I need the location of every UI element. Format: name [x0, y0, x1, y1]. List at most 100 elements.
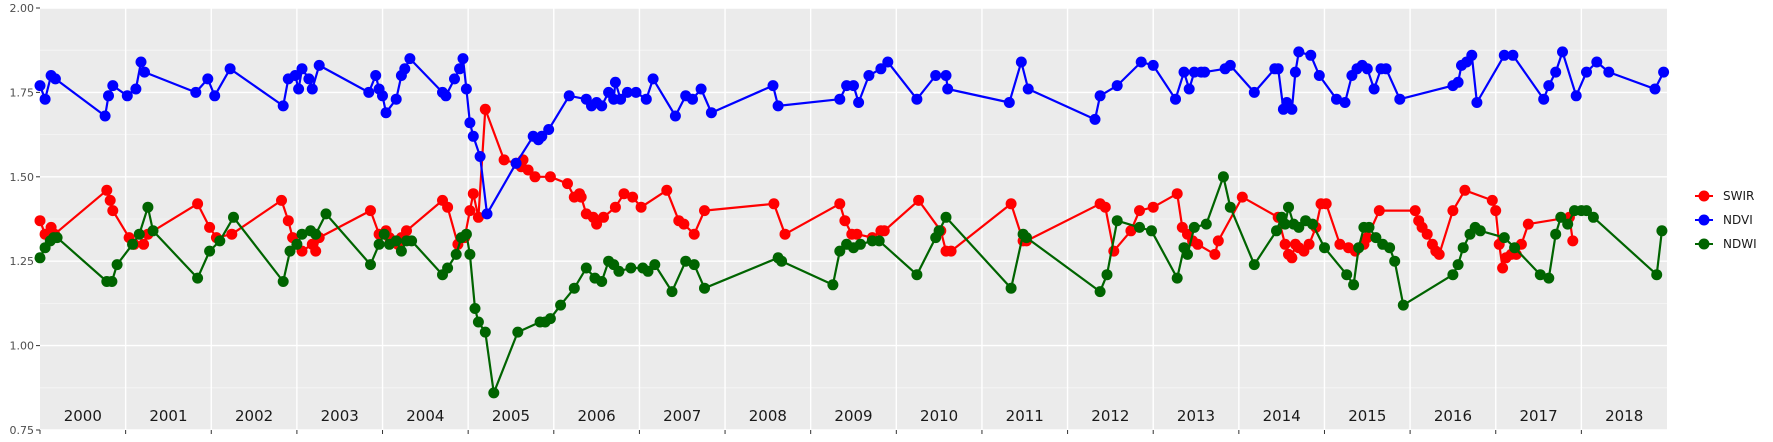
data-point [370, 70, 382, 81]
data-point [568, 282, 580, 294]
data-point [940, 70, 952, 81]
data-point [630, 86, 642, 98]
data-point [1543, 80, 1555, 92]
data-point [467, 130, 479, 142]
data-point [591, 218, 603, 230]
data-point [1183, 83, 1195, 95]
data-point [1320, 198, 1332, 210]
data-point [613, 265, 625, 277]
data-point [449, 73, 460, 85]
data-point [464, 117, 476, 129]
data-point [442, 262, 454, 274]
data-point [1457, 242, 1469, 254]
data-point [536, 130, 548, 142]
year-label: 2009 [834, 407, 872, 425]
data-point [277, 100, 289, 112]
data-point [1507, 49, 1519, 61]
data-point [406, 235, 418, 247]
data-point [688, 228, 700, 240]
data-point [1178, 66, 1190, 78]
data-point [1021, 232, 1032, 244]
legend-key-point [1698, 190, 1710, 202]
data-point [875, 63, 887, 75]
data-point [460, 83, 472, 95]
data-point [1111, 80, 1123, 92]
data-point [104, 194, 116, 206]
data-point [839, 215, 851, 227]
data-point [1094, 286, 1106, 298]
data-point [479, 326, 491, 338]
data-point [1490, 205, 1502, 217]
data-point [933, 225, 945, 237]
legend-item-ndvi: NDVI [1695, 213, 1753, 227]
data-point [1293, 221, 1305, 233]
data-point [1217, 171, 1229, 183]
data-point [1522, 218, 1534, 230]
data-point [522, 164, 534, 176]
data-point [1286, 103, 1298, 115]
data-point [848, 80, 859, 92]
y-tick-label: 0.75 [10, 424, 35, 437]
data-point [1471, 97, 1483, 108]
year-label: 2016 [1434, 407, 1472, 425]
data-point [365, 259, 376, 271]
data-point [1651, 269, 1663, 281]
data-point [1319, 242, 1330, 254]
data-point [647, 73, 659, 85]
data-point [911, 269, 923, 281]
data-point [669, 110, 681, 122]
year-label: 2008 [749, 407, 787, 425]
year-label: 2010 [920, 407, 958, 425]
data-point [498, 154, 510, 166]
data-point [1313, 70, 1325, 81]
year-label: 2012 [1091, 407, 1129, 425]
data-point [1498, 232, 1510, 244]
data-point [1200, 218, 1212, 230]
data-point [130, 83, 142, 95]
data-point [854, 238, 866, 250]
data-point [1656, 225, 1668, 237]
data-point [1147, 201, 1159, 213]
data-point [666, 286, 678, 298]
data-point [1353, 242, 1365, 254]
data-point [481, 208, 493, 220]
data-point [289, 70, 301, 81]
data-point [1497, 262, 1509, 274]
data-point [139, 66, 150, 78]
year-label: 2001 [149, 407, 187, 425]
data-point [882, 56, 894, 68]
data-point [1307, 218, 1318, 230]
legend-key-point [1698, 214, 1710, 226]
data-point [469, 303, 481, 314]
legend-label: NDWI [1723, 237, 1757, 251]
data-point [1111, 215, 1123, 227]
data-point [942, 83, 954, 95]
data-point [945, 245, 957, 257]
data-point [121, 90, 133, 102]
year-label: 2004 [406, 407, 444, 425]
data-point [1452, 259, 1464, 271]
data-point [1459, 184, 1471, 196]
data-point [373, 238, 385, 250]
data-point [467, 188, 479, 200]
data-point [878, 225, 890, 237]
data-point [1134, 221, 1145, 233]
data-point [390, 93, 402, 105]
data-point [1015, 56, 1027, 68]
data-point [687, 93, 698, 105]
legend-label: SWIR [1723, 189, 1754, 203]
data-point [404, 53, 416, 65]
data-point [699, 205, 710, 217]
data-point [457, 53, 469, 65]
data-point [1447, 205, 1459, 217]
data-point [282, 215, 294, 227]
data-point [202, 73, 214, 85]
x-axis [39, 430, 1582, 434]
data-point [1550, 228, 1562, 240]
data-point [688, 259, 700, 271]
data-point [107, 205, 119, 217]
data-point [464, 205, 476, 217]
data-point [834, 245, 846, 257]
data-point [1368, 83, 1380, 95]
data-point [1209, 248, 1221, 260]
